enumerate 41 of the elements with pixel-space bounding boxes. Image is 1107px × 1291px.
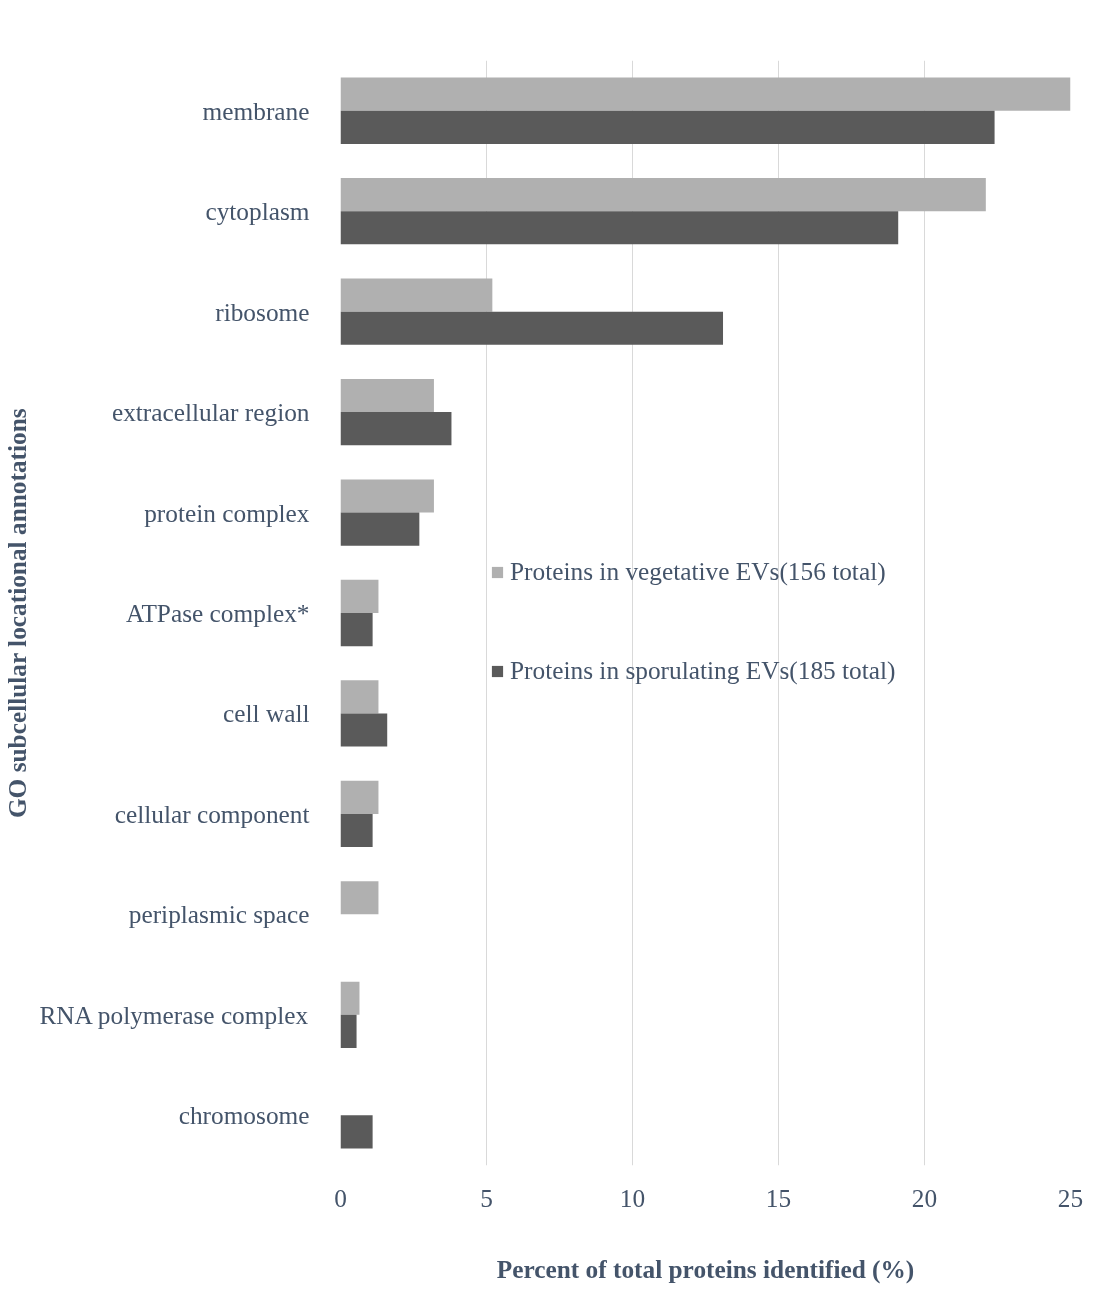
bar: [340, 378, 434, 413]
x-tick-label: 5: [480, 1183, 493, 1212]
bar: [340, 579, 379, 613]
x-axis-title: Percent of total proteins identified (%): [496, 1254, 915, 1284]
x-tick-label: 15: [765, 1183, 792, 1212]
y-tick-label: RNA polymerase complex: [39, 1000, 309, 1029]
y-tick-label: ribosome: [215, 297, 310, 326]
bar: [340, 479, 434, 513]
bar: [340, 713, 388, 747]
y-tick-label: membrane: [202, 96, 310, 125]
bar: [340, 780, 379, 814]
x-tick-label: 25: [1057, 1183, 1084, 1212]
x-tick-label: 10: [619, 1183, 646, 1212]
bar: [340, 813, 373, 848]
y-tick-label: protein complex: [144, 498, 310, 527]
bar: [340, 1014, 357, 1048]
y-axis-title: GO subcellular locational annotations: [3, 408, 32, 819]
y-tick-label: cell wall: [223, 699, 310, 728]
bar: [340, 77, 1071, 111]
bar: [340, 680, 379, 714]
y-tick-label: ATPase complex*: [125, 599, 310, 627]
bar: [340, 110, 995, 144]
y-tick-label: cytoplasm: [205, 197, 310, 226]
bar: [340, 178, 986, 212]
bar: [340, 311, 724, 345]
legend-label: Proteins in sporulating EVs(185 total): [510, 656, 896, 685]
legend-label: Proteins in vegetative EVs(156 total): [510, 557, 886, 586]
bar: [340, 412, 452, 446]
bar: [340, 278, 493, 312]
bar: [340, 211, 899, 245]
x-tick-label: 20: [911, 1183, 938, 1212]
x-tick-label: 0: [334, 1183, 347, 1212]
bar: [340, 613, 373, 647]
bar: [340, 1115, 373, 1149]
bar: [340, 881, 379, 915]
y-tick-label: extracellular region: [111, 398, 310, 427]
y-tick-label: periplasmic space: [128, 900, 310, 929]
y-tick-label: chromosome: [178, 1101, 310, 1130]
y-tick-label: cellular component: [114, 799, 310, 828]
bar: [340, 512, 420, 546]
bar: [340, 981, 360, 1015]
